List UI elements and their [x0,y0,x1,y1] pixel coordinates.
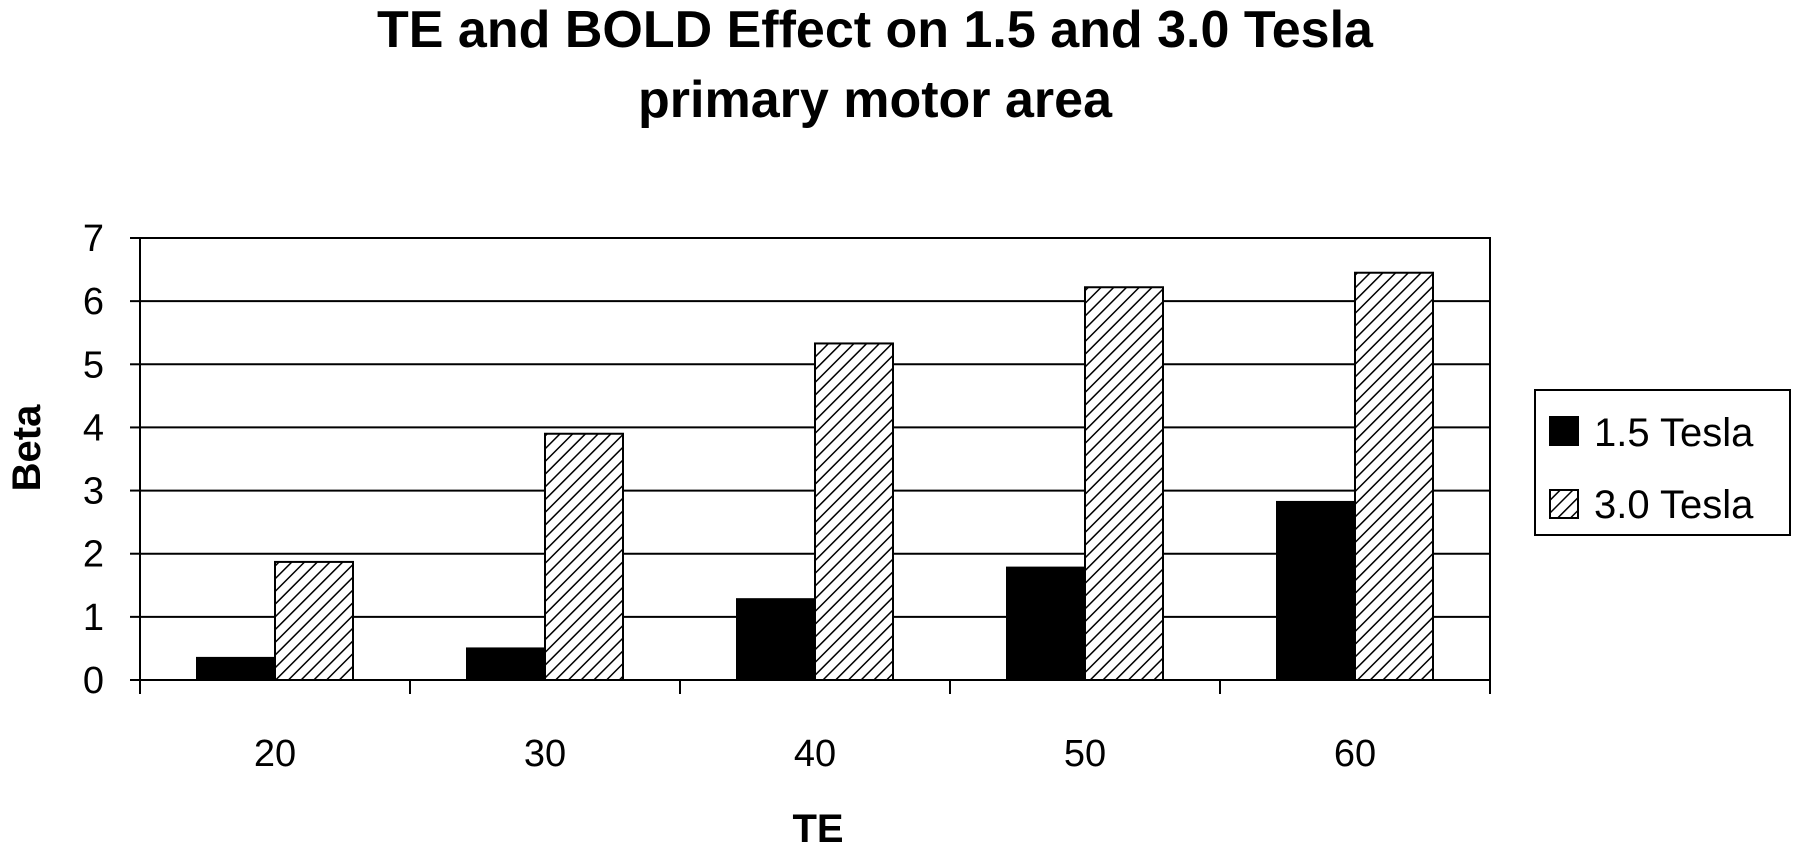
y-tick-label-2: 2 [83,534,104,576]
y-axis-title: Beta [5,404,49,491]
y-tick-label-4: 4 [83,407,104,449]
y-tick-label-6: 6 [83,281,104,323]
legend: 1.5 Tesla 3.0 Tesla [1534,389,1791,536]
bar-3-0-tesla-te-20 [274,560,354,681]
chart-title: TE and BOLD Effect on 1.5 and 3.0 Tesla [377,1,1374,59]
x-tick-label-60: 60 [1334,733,1376,775]
x-axis-title: TE [792,807,843,850]
axis-ticks: 0 1 2 3 4 5 6 7 20 30 40 50 60 [83,218,1491,775]
legend-swatch-3-0-tesla [1549,489,1579,519]
x-tick-label-50: 50 [1064,733,1106,775]
x-tick-label-30: 30 [524,733,566,775]
y-tick-label-5: 5 [83,344,104,386]
y-tick-label-1: 1 [83,597,104,639]
bar-3-0-tesla-te-50 [1084,286,1164,681]
chart-subtitle: primary motor area [638,71,1113,129]
bar-3-0-tesla-te-60 [1354,271,1434,681]
bar-1-5-tesla-te-50 [1006,566,1086,681]
bar-1-5-tesla-te-30 [466,647,546,682]
x-tick-label-20: 20 [254,733,296,775]
bar-1-5-tesla-te-20 [196,656,276,682]
y-tick-label-7: 7 [83,218,104,260]
x-tick-label-40: 40 [794,733,836,775]
legend-label-3-0-tesla: 3.0 Tesla [1594,483,1754,527]
y-tick-label-3: 3 [83,471,104,513]
bar-3-0-tesla-te-40 [814,342,894,681]
legend-label-1-5-tesla: 1.5 Tesla [1594,411,1754,455]
y-tick-label-0: 0 [83,660,104,702]
legend-swatch-1-5-tesla [1549,416,1579,446]
bar-1-5-tesla-te-60 [1276,500,1356,681]
bar-3-0-tesla-te-30 [544,432,624,681]
bar-1-5-tesla-te-40 [736,598,816,681]
